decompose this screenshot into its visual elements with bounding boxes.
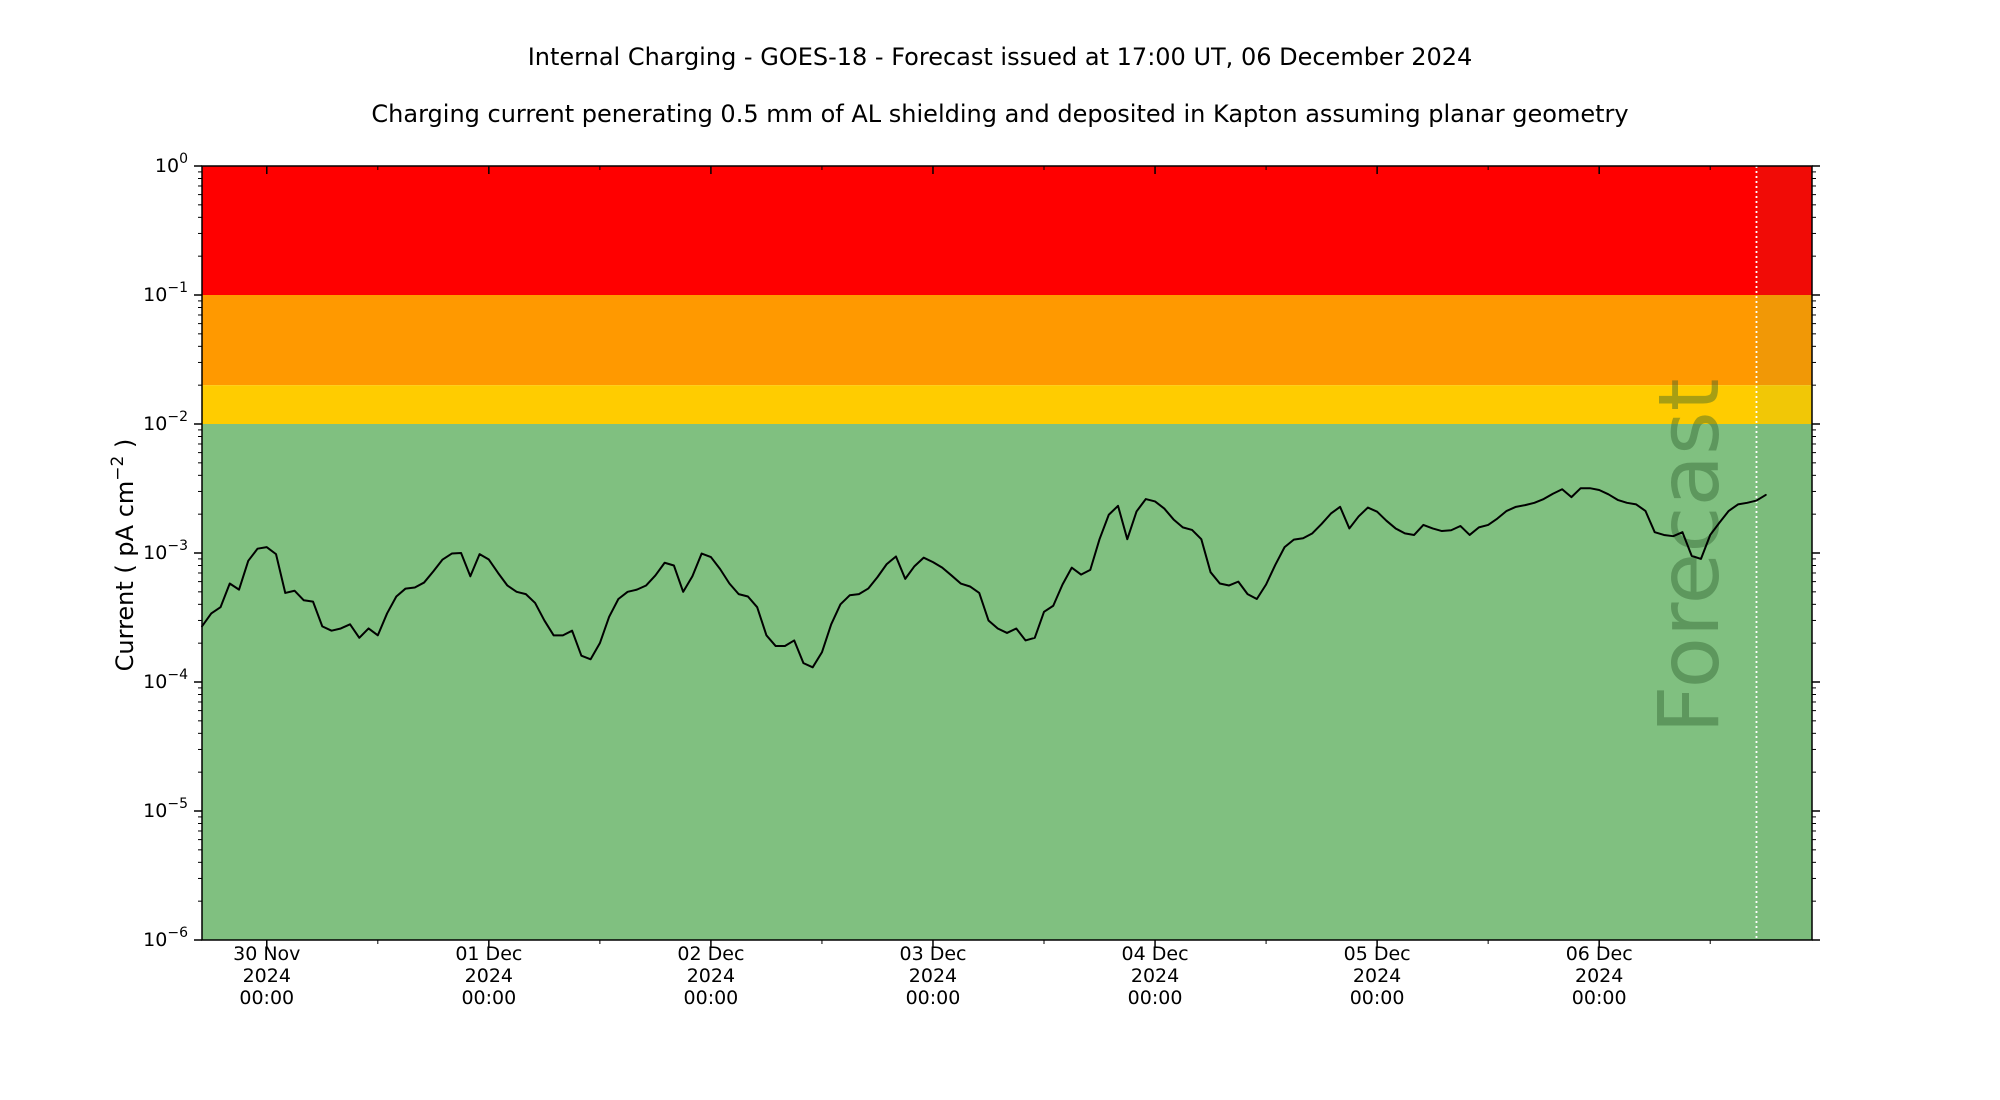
x-tick-label: 06 Dec 2024 00:00: [1566, 943, 1633, 1009]
x-tick-label: 04 Dec 2024 00:00: [1122, 943, 1189, 1009]
forecast-label: Forecast: [1640, 378, 1738, 733]
forecast-region: Forecast: [1640, 166, 1812, 940]
y-tick-label: 10−6: [143, 925, 188, 951]
y-axis-label-suffix: ): [111, 439, 139, 456]
threshold-bands: [202, 166, 1812, 940]
y-tick-label: 10−2: [143, 409, 188, 435]
threshold-band-2: [202, 295, 1812, 386]
y-tick-label: 10−4: [143, 667, 188, 693]
y-tick-label: 100: [155, 151, 188, 177]
y-axis-label-exponent: −2: [108, 456, 128, 481]
y-tick-label: 10−5: [143, 796, 188, 822]
x-tick-label: 03 Dec 2024 00:00: [899, 943, 966, 1009]
forecast-shading: [1756, 166, 1812, 940]
axes: 100 10−1 10−2 10−3 10−4 10−5 10−6 30 Nov 2024 00:…: [143, 151, 1820, 1009]
x-tick-label: 05 Dec 2024 00:00: [1344, 943, 1411, 1009]
x-tick-label: 30 Nov 2024 00:00: [233, 943, 300, 1009]
chart-title: Internal Charging - GOES-18 - Forecast i…: [528, 43, 1473, 71]
y-tick-label: 10−3: [143, 538, 188, 564]
threshold-band-1: [202, 166, 1812, 295]
chart-subtitle: Charging current penerating 0.5 mm of AL…: [371, 100, 1628, 128]
y-axis-label-main: Current ( pA cm: [111, 481, 139, 672]
y-tick-label: 10−1: [143, 280, 188, 306]
threshold-band-4: [202, 424, 1812, 940]
threshold-band-3: [202, 385, 1812, 424]
series-layer: [201, 487, 1767, 669]
y-axis-label: Current ( pA cm−2 ): [108, 439, 139, 672]
x-tick-label: 02 Dec 2024 00:00: [677, 943, 744, 1009]
x-tick-label: 01 Dec 2024 00:00: [455, 943, 522, 1009]
series-line-1: [201, 487, 1767, 669]
